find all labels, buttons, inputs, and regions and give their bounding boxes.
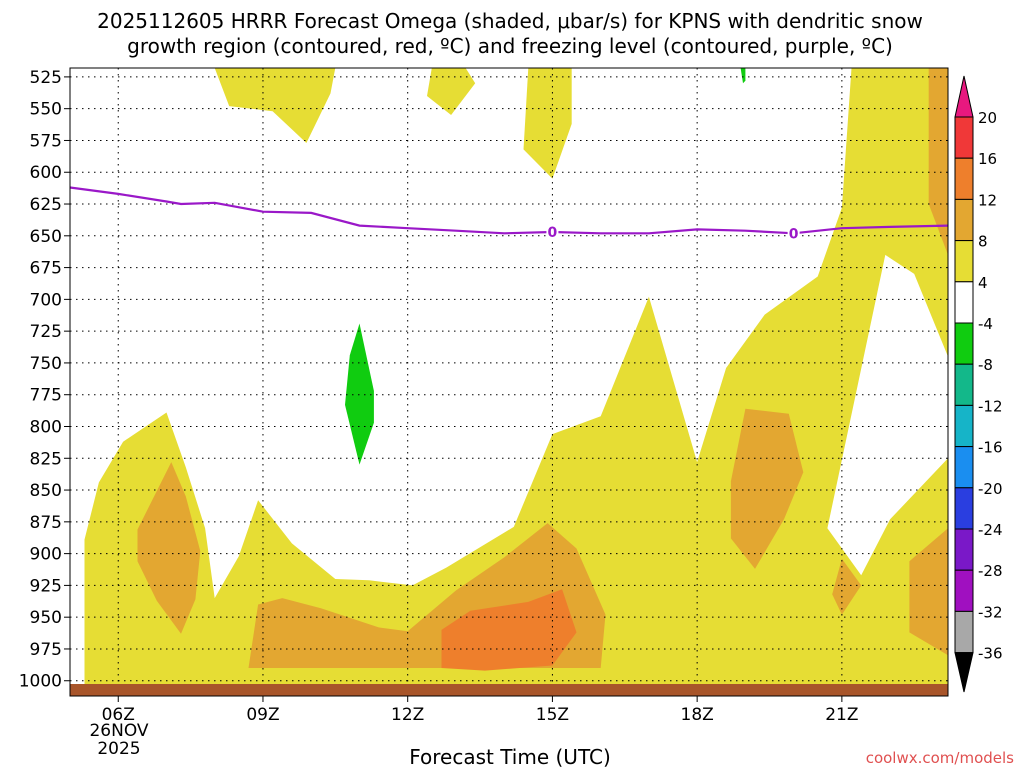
y-tick-label: 775: [30, 386, 62, 406]
y-tick-label: 800: [30, 417, 62, 437]
date-label-day: 26NOV: [89, 721, 148, 741]
x-axis-label: Forecast Time (UTC): [409, 745, 611, 768]
y-tick-label: 700: [30, 290, 62, 310]
omega-region-6: [730, 408, 804, 569]
x-tick-label: 18Z: [681, 705, 714, 725]
colorbar-tick-label: -36: [978, 645, 1003, 663]
omega-region-9: [928, 68, 948, 255]
chart-title-line-1: 2025112605 HRRR Forecast Omega (shaded, …: [97, 9, 923, 33]
colorbar-swatch: [954, 157, 974, 200]
colorbar-swatch: [954, 281, 974, 324]
omega-region-1: [214, 68, 336, 143]
omega-region-11: [345, 323, 374, 465]
y-tick-label: 900: [30, 545, 62, 565]
omega-region-8: [909, 528, 948, 656]
colorbar-tick-label: 8: [978, 233, 988, 251]
x-tick-label: 21Z: [825, 705, 858, 725]
omega-region-7: [832, 558, 862, 615]
colorbar-tick-label: -20: [978, 480, 1003, 498]
x-tick-label: 06Z: [102, 705, 135, 725]
y-tick-label: 550: [30, 100, 62, 120]
chart-title-line-2: growth region (contoured, red, ºC) and f…: [127, 34, 893, 58]
y-tick-label: 575: [30, 131, 62, 151]
omega-region-4: [137, 462, 201, 634]
colorbar-tick-label: -16: [978, 439, 1003, 457]
colorbar-tick-label: -32: [978, 603, 1003, 621]
colorbar-tick-label: 12: [978, 191, 997, 209]
freezing-level-label-bg: [787, 225, 800, 241]
freezing-level-line: [69, 186, 949, 235]
colorbar-swatch: [954, 446, 974, 489]
y-tick-label: 650: [30, 227, 62, 247]
colorbar-swatch: [954, 322, 974, 365]
colorbar-bottom-arrow: [954, 652, 974, 693]
colorbar-swatch: [954, 528, 974, 571]
omega-region-12: [740, 68, 746, 84]
y-tick-label: 525: [30, 68, 62, 88]
colorbar-legend: 20 16 12 8 4 -4 -8 -12 -16 -20 -24 -28 -32 -36: [954, 75, 1003, 693]
credit-text: coolwx.com/models: [866, 749, 1014, 767]
colorbar-tick-label: 16: [978, 150, 997, 168]
x-tick-label: 15Z: [536, 705, 569, 725]
freezing-level-label-bg: [546, 223, 559, 239]
colorbar-swatch: [954, 198, 974, 242]
colorbar-swatch: [954, 116, 974, 159]
x-tick-label: 12Z: [391, 705, 424, 725]
omega-region-3: [523, 68, 572, 179]
colorbar-swatch: [954, 610, 974, 654]
freezing-level-label: 0: [548, 225, 558, 241]
y-tick-label: 725: [30, 322, 62, 342]
date-label-year: 2025: [97, 739, 140, 759]
colorbar-tick-label: -4: [978, 315, 993, 333]
y-tick-label: 825: [30, 449, 62, 469]
x-axis: 06Z 09Z 12Z 15Z 18Z 21Z: [102, 696, 859, 725]
ground-strip: [70, 684, 948, 696]
colorbar-tick-label: 4: [978, 274, 988, 292]
colorbar-swatch: [954, 240, 974, 283]
freezing-level-label: 0: [789, 226, 799, 242]
y-tick-label: 975: [30, 640, 62, 660]
y-axis: 525 550 575 600 625 650 675 700 725 750 775 800 825 8…: [19, 68, 70, 692]
y-tick-label: 1000: [19, 672, 62, 692]
colorbar-swatch: [954, 487, 974, 530]
colorbar-tick-label: 20: [978, 109, 997, 127]
y-tick-label: 675: [30, 259, 62, 279]
omega-region-10: [441, 589, 577, 671]
y-tick-label: 875: [30, 513, 62, 533]
colorbar-swatch: [954, 404, 974, 448]
colorbar-swatch: [954, 363, 974, 406]
colorbar-tick-label: -8: [978, 356, 993, 374]
y-tick-label: 850: [30, 481, 62, 501]
y-tick-label: 600: [30, 163, 62, 183]
y-tick-label: 950: [30, 608, 62, 628]
colorbar-tick-label: -24: [978, 521, 1003, 539]
y-tick-label: 625: [30, 195, 62, 215]
y-tick-label: 925: [30, 576, 62, 596]
colorbar-top-arrow: [954, 75, 974, 118]
y-tick-label: 750: [30, 354, 62, 374]
omega-region-2: [427, 68, 476, 115]
colorbar-tick-label: -12: [978, 397, 1003, 415]
colorbar-swatch: [954, 569, 974, 612]
colorbar-tick-label: -28: [978, 562, 1003, 580]
x-tick-label: 09Z: [246, 705, 279, 725]
